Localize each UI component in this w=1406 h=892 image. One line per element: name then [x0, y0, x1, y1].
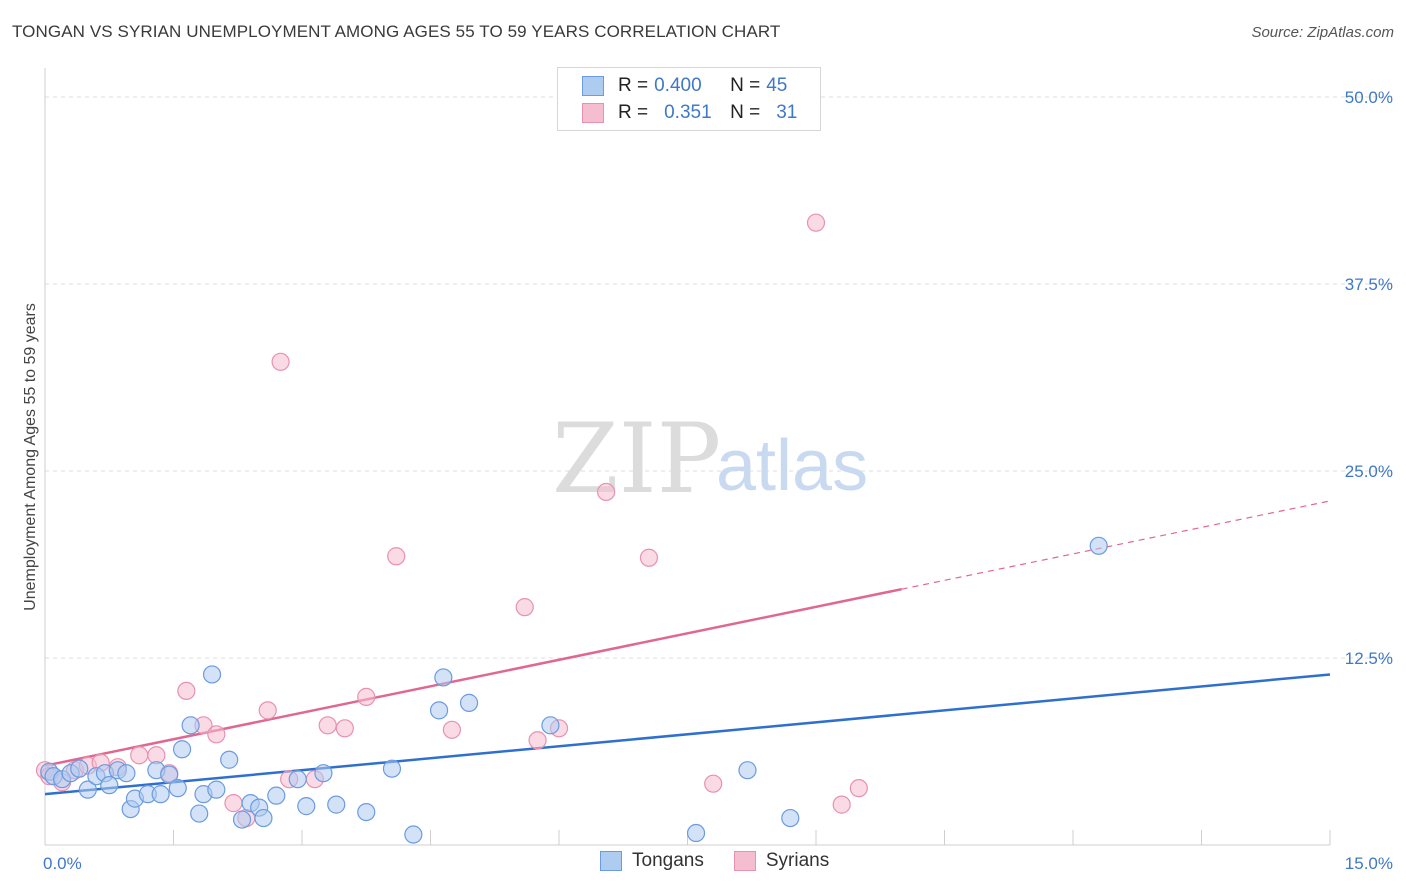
tongan-point — [297, 797, 316, 816]
tongan-point — [267, 786, 286, 805]
axes — [44, 68, 1331, 846]
tongan-point — [541, 716, 560, 735]
y-tick-labels: 12.5% 25.0% 37.5% 50.0% — [1345, 88, 1393, 668]
legend-n-value: 31 — [776, 102, 798, 123]
legend-swatch-syrians — [733, 851, 756, 871]
tongan-point — [151, 785, 170, 804]
syrian-point — [442, 720, 462, 739]
syrian-point — [528, 731, 547, 750]
legend-label-tongans: Tongans — [632, 850, 704, 871]
source-label: Source: ZipAtlas.com — [1251, 24, 1394, 41]
tongan-point — [382, 759, 402, 778]
syrian-point — [130, 746, 149, 765]
tongan-point — [190, 804, 209, 823]
syrian-point — [335, 719, 354, 738]
y-axis-label: Unemployment Among Ages 55 to 59 years — [22, 303, 39, 611]
syrians-trend-line-extension — [901, 500, 1331, 590]
tongan-point — [459, 693, 479, 712]
bottom-legend-tongans[interactable]: Tongans — [600, 850, 704, 872]
syrian-point — [224, 794, 243, 813]
tongan-point — [1089, 536, 1108, 555]
tongan-point — [172, 740, 192, 759]
tongan-point — [168, 779, 187, 798]
syrian-point — [177, 681, 196, 701]
y-tick-label: 37.5% — [1345, 275, 1393, 294]
syrian-point — [207, 725, 226, 744]
tongan-point — [70, 759, 89, 778]
y-tick-label: 12.5% — [1345, 649, 1393, 668]
watermark-zip: ZIP — [552, 403, 721, 515]
legend-n-label: N = — [730, 75, 761, 96]
legend: R = 0.400 N = 45 R = 0.351 N = 31 — [557, 67, 821, 131]
syrian-point — [597, 482, 616, 502]
legend-n-label: N = — [730, 102, 761, 123]
legend-swatch-tongans — [600, 851, 622, 871]
tongan-point — [314, 764, 333, 783]
bottom-legend-syrians[interactable]: Syrians — [733, 850, 830, 872]
tongan-point — [357, 802, 376, 822]
syrian-point — [832, 795, 851, 814]
legend-r-value: 0.351 — [664, 102, 712, 123]
tongan-point — [181, 716, 200, 735]
legend-swatch-tongans — [582, 76, 604, 96]
x-tick-labels: 0.0% 15.0% — [43, 854, 1393, 873]
syrian-point — [318, 716, 337, 735]
tongan-point — [78, 780, 97, 799]
tongan-point — [288, 770, 307, 789]
tongan-point — [327, 795, 346, 814]
tongan-point — [202, 665, 222, 684]
legend-label-syrians: Syrians — [765, 850, 830, 871]
x-tick-label: 0.0% — [43, 854, 82, 873]
trend-lines — [44, 500, 1331, 796]
legend-r-label: R = — [618, 75, 649, 96]
legend-r-label: R = — [618, 102, 649, 123]
syrian-point — [849, 779, 868, 798]
chart-title: TONGAN VS SYRIAN UNEMPLOYMENT AMONG AGES… — [12, 22, 781, 41]
watermark: ZIP atlas — [552, 403, 868, 515]
y-tick-label: 50.0% — [1345, 88, 1393, 107]
y-tick-label: 25.0% — [1345, 462, 1393, 481]
syrian-point — [515, 598, 534, 617]
tongan-point — [686, 823, 706, 843]
x-tick-label: 15.0% — [1345, 854, 1393, 873]
tongan-point — [207, 780, 226, 799]
tongan-point — [232, 810, 252, 829]
syrian-point — [639, 548, 659, 567]
tongan-point — [434, 668, 453, 687]
tongan-point — [404, 825, 423, 844]
bottom-legend: Tongans Syrians — [600, 850, 859, 872]
legend-swatch-syrians — [582, 103, 604, 123]
legend-row-syrians: R = 0.351 N = 31 — [582, 101, 797, 125]
syrian-point — [357, 687, 376, 706]
legend-r-value: 0.400 — [654, 75, 702, 96]
tongans-trend-line — [44, 673, 1331, 796]
tongan-point — [100, 776, 119, 795]
tongan-point — [429, 701, 449, 720]
data-points — [35, 213, 1108, 844]
syrian-point — [271, 352, 290, 371]
watermark-atlas: atlas — [716, 426, 868, 506]
tongan-point — [160, 765, 179, 784]
tongan-point — [117, 764, 136, 783]
syrians-trend-line — [44, 587, 902, 767]
tongan-point — [254, 808, 273, 828]
tongan-point — [781, 808, 800, 828]
legend-row-tongans: R = 0.400 N = 45 — [582, 74, 787, 98]
syrian-point — [258, 701, 277, 720]
grid — [45, 96, 1392, 659]
syrian-point — [806, 213, 826, 232]
legend-n-value: 45 — [766, 75, 788, 96]
syrian-point — [387, 547, 406, 566]
tongan-point — [220, 750, 239, 769]
syrian-point — [704, 774, 723, 793]
tongan-point — [738, 761, 757, 780]
